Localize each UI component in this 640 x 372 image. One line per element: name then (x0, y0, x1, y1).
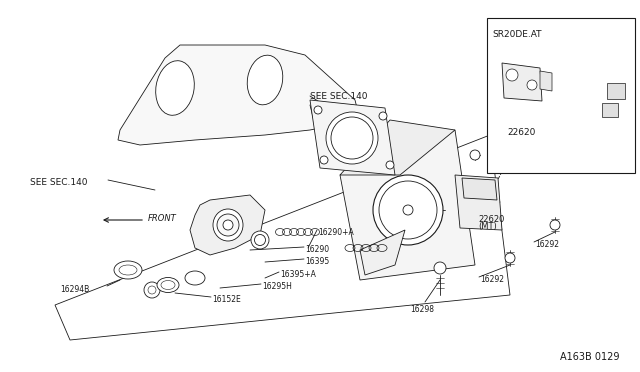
Text: 16298: 16298 (410, 305, 434, 314)
Ellipse shape (251, 231, 269, 249)
Ellipse shape (157, 278, 179, 292)
Text: 22620: 22620 (478, 215, 504, 224)
Circle shape (320, 156, 328, 164)
Ellipse shape (185, 271, 205, 285)
Text: 16395: 16395 (305, 257, 329, 266)
Circle shape (144, 282, 160, 298)
Polygon shape (340, 130, 475, 280)
Circle shape (505, 253, 515, 263)
Polygon shape (455, 175, 502, 230)
Circle shape (527, 80, 537, 90)
Polygon shape (190, 195, 265, 255)
Bar (487, 18, 635, 173)
Polygon shape (310, 100, 395, 175)
Ellipse shape (326, 112, 378, 164)
Text: SEE SEC.140: SEE SEC.140 (310, 92, 367, 101)
Ellipse shape (217, 214, 239, 236)
Text: SEE SEC.140: SEE SEC.140 (30, 178, 88, 187)
Ellipse shape (156, 61, 195, 115)
Circle shape (434, 262, 446, 274)
Text: FRONT: FRONT (148, 214, 177, 223)
Circle shape (386, 161, 394, 169)
Ellipse shape (114, 261, 142, 279)
Polygon shape (462, 178, 497, 200)
Ellipse shape (223, 220, 233, 230)
Text: 16295H: 16295H (262, 282, 292, 291)
Circle shape (506, 69, 518, 81)
Circle shape (403, 205, 413, 215)
Text: SR20DE.AT: SR20DE.AT (492, 30, 541, 39)
Text: 16395+A: 16395+A (280, 270, 316, 279)
Text: 16292: 16292 (535, 240, 559, 249)
Text: (MT): (MT) (478, 222, 497, 231)
Text: 16292: 16292 (480, 275, 504, 284)
Circle shape (470, 150, 480, 160)
Circle shape (314, 106, 322, 114)
Polygon shape (360, 230, 405, 275)
Text: 16294B: 16294B (60, 285, 89, 294)
Polygon shape (540, 71, 552, 91)
Circle shape (379, 112, 387, 120)
Text: A163B 0129: A163B 0129 (561, 352, 620, 362)
Text: 16290: 16290 (305, 245, 329, 254)
Text: 16152E: 16152E (212, 295, 241, 304)
Polygon shape (502, 63, 542, 101)
Text: 22620: 22620 (507, 128, 536, 137)
Ellipse shape (247, 55, 283, 105)
Polygon shape (602, 103, 618, 117)
Polygon shape (118, 45, 360, 145)
Circle shape (550, 220, 560, 230)
Ellipse shape (373, 175, 443, 245)
Polygon shape (607, 83, 625, 99)
Ellipse shape (213, 209, 243, 241)
Text: 16290+A: 16290+A (318, 228, 354, 237)
Polygon shape (340, 120, 455, 175)
